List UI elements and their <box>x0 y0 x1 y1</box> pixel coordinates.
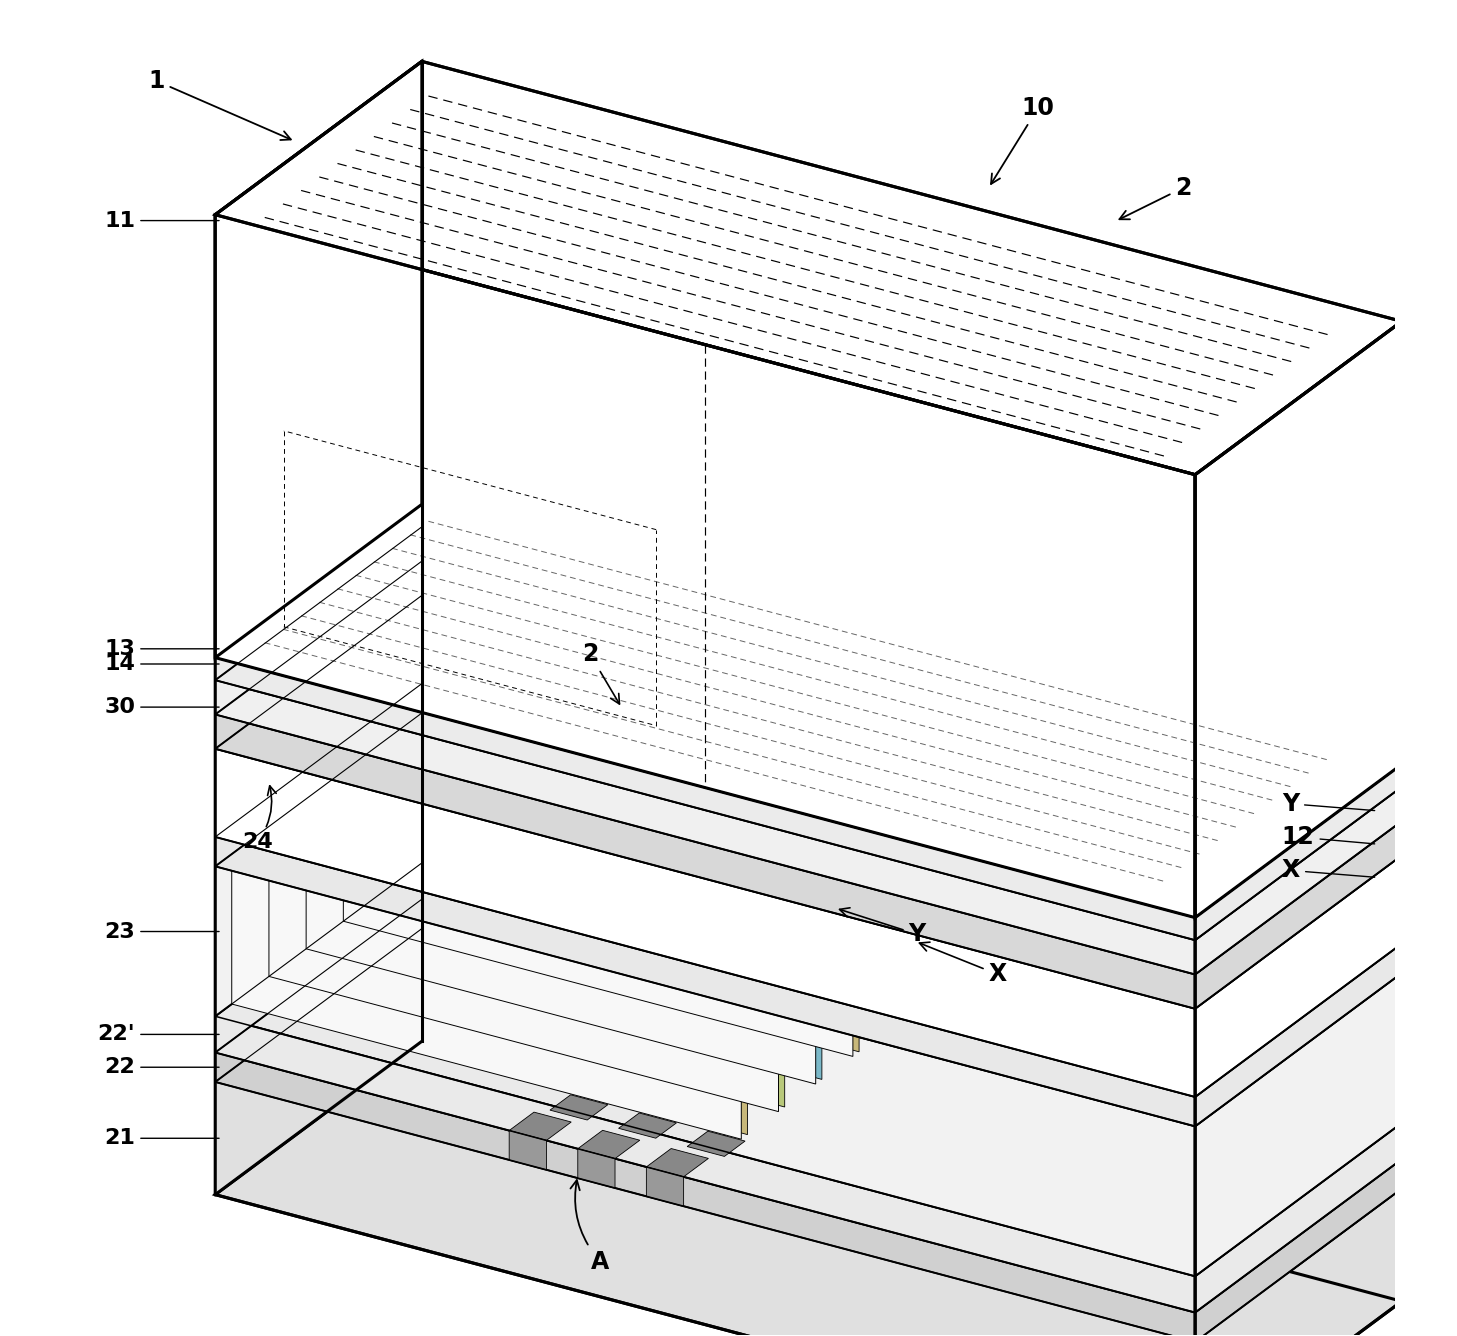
Polygon shape <box>216 61 423 657</box>
Polygon shape <box>380 739 896 879</box>
Polygon shape <box>1195 787 1402 974</box>
Polygon shape <box>578 1149 615 1188</box>
Polygon shape <box>216 526 1402 941</box>
Polygon shape <box>1234 776 1249 822</box>
Text: 13: 13 <box>105 639 219 659</box>
Polygon shape <box>508 1130 546 1170</box>
Text: 12: 12 <box>1282 826 1374 850</box>
Polygon shape <box>386 715 930 874</box>
Polygon shape <box>216 657 1195 941</box>
Polygon shape <box>350 767 860 1051</box>
Polygon shape <box>1220 787 1234 832</box>
Polygon shape <box>216 684 1402 1097</box>
Polygon shape <box>275 800 813 957</box>
Polygon shape <box>216 1017 1195 1312</box>
Polygon shape <box>216 1041 1402 1336</box>
Text: A: A <box>571 1180 609 1273</box>
Text: 2: 2 <box>1119 176 1192 219</box>
Polygon shape <box>312 772 851 930</box>
Text: 11: 11 <box>105 211 219 231</box>
Text: X: X <box>1282 859 1374 883</box>
Polygon shape <box>216 899 1402 1312</box>
Text: 2: 2 <box>581 643 619 704</box>
Polygon shape <box>216 863 1402 1276</box>
Text: 22: 22 <box>105 1057 219 1077</box>
Polygon shape <box>216 561 423 748</box>
Polygon shape <box>312 795 822 1079</box>
Text: 30: 30 <box>105 697 219 717</box>
Polygon shape <box>216 748 1195 1097</box>
Polygon shape <box>216 504 423 680</box>
Polygon shape <box>1183 815 1198 860</box>
Polygon shape <box>306 799 816 1083</box>
Polygon shape <box>216 215 1195 918</box>
Polygon shape <box>270 827 778 1112</box>
Polygon shape <box>216 715 1195 1009</box>
Polygon shape <box>386 739 896 1025</box>
Polygon shape <box>1195 943 1402 1126</box>
Text: X: X <box>919 942 1007 986</box>
Polygon shape <box>1195 764 1402 941</box>
Polygon shape <box>216 863 423 1053</box>
Polygon shape <box>549 1094 608 1120</box>
Polygon shape <box>237 828 777 985</box>
Polygon shape <box>1195 322 1402 918</box>
Polygon shape <box>1195 855 1402 1097</box>
Polygon shape <box>1103 756 1234 798</box>
Polygon shape <box>1065 784 1198 826</box>
Polygon shape <box>237 850 747 1134</box>
Polygon shape <box>216 596 423 836</box>
Polygon shape <box>216 899 423 1082</box>
Polygon shape <box>1202 802 1217 846</box>
Text: 14: 14 <box>105 655 219 673</box>
Polygon shape <box>619 1113 676 1138</box>
Polygon shape <box>306 795 822 934</box>
Polygon shape <box>1084 770 1217 812</box>
Text: 1: 1 <box>149 69 291 140</box>
Polygon shape <box>344 771 852 1057</box>
Polygon shape <box>350 745 887 902</box>
Polygon shape <box>1118 745 1249 787</box>
Polygon shape <box>647 1166 683 1206</box>
Polygon shape <box>216 61 1402 474</box>
Polygon shape <box>216 836 1195 1126</box>
Polygon shape <box>216 680 1195 974</box>
Polygon shape <box>344 767 860 907</box>
Polygon shape <box>1195 1124 1402 1312</box>
Polygon shape <box>1195 822 1402 1009</box>
Polygon shape <box>1195 1189 1402 1336</box>
Polygon shape <box>380 744 890 1029</box>
Text: 10: 10 <box>991 96 1055 184</box>
Polygon shape <box>216 929 1402 1336</box>
Polygon shape <box>216 561 1402 974</box>
Polygon shape <box>1195 1160 1402 1336</box>
Text: 24: 24 <box>242 786 277 852</box>
Polygon shape <box>216 1082 1195 1336</box>
Polygon shape <box>647 1149 708 1177</box>
Polygon shape <box>724 1002 1195 1276</box>
Polygon shape <box>216 504 1402 918</box>
Text: 23: 23 <box>105 922 219 942</box>
Text: 21: 21 <box>105 1129 219 1148</box>
Polygon shape <box>216 684 423 866</box>
Polygon shape <box>216 929 423 1194</box>
Polygon shape <box>232 850 747 989</box>
Polygon shape <box>578 1130 640 1158</box>
Polygon shape <box>232 854 742 1140</box>
Polygon shape <box>508 1112 571 1141</box>
Text: Y: Y <box>839 907 925 946</box>
Polygon shape <box>216 713 423 1017</box>
Polygon shape <box>270 822 785 962</box>
Polygon shape <box>688 1132 745 1157</box>
Polygon shape <box>216 713 1402 1126</box>
Polygon shape <box>216 1053 1195 1336</box>
Text: Y: Y <box>1282 792 1374 816</box>
Polygon shape <box>275 822 785 1108</box>
Polygon shape <box>1195 973 1402 1276</box>
Polygon shape <box>216 526 423 715</box>
Text: 22': 22' <box>98 1025 219 1045</box>
